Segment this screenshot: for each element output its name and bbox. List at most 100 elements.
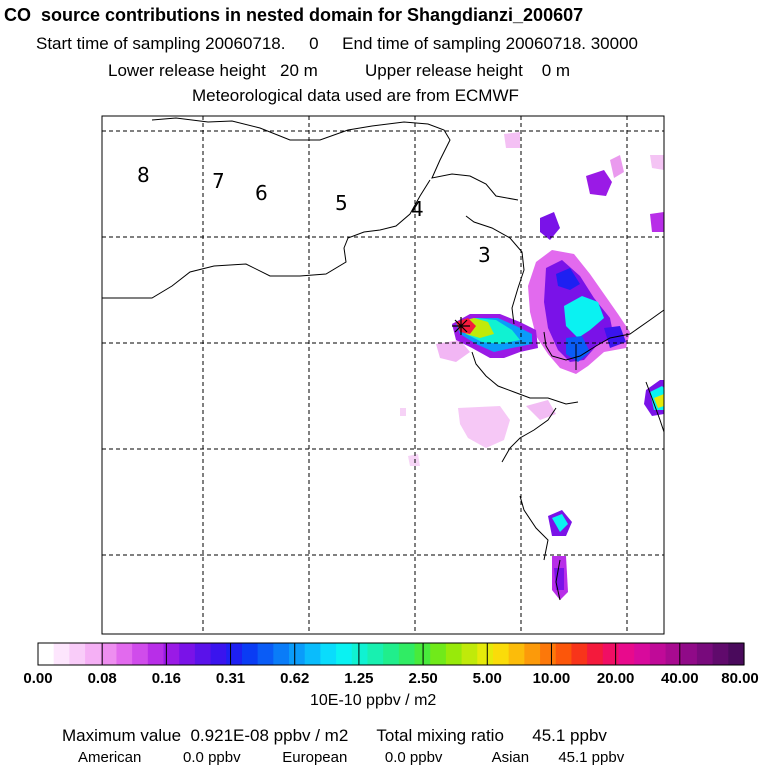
coastline-east-c — [645, 381, 665, 433]
colorbar-swatch — [398, 643, 416, 665]
coastlines — [102, 117, 665, 601]
zone-label: 6 — [255, 181, 268, 205]
colorbar-swatch — [524, 643, 541, 665]
european-label: European — [282, 749, 348, 766]
asian-label: Asian — [491, 749, 530, 766]
colorbar-swatch — [712, 643, 729, 665]
colorbar-swatch — [477, 643, 494, 665]
coastline-south-a — [555, 559, 561, 601]
colorbar-swatch — [587, 643, 604, 665]
colorbar-swatch — [367, 643, 384, 665]
colorbar-units: 10E-10 ppbv / m2 — [310, 692, 437, 709]
contour-eastern-plume-core — [556, 268, 580, 290]
colorbar-frame — [37, 642, 745, 666]
release-height-line: Lower release height 20 m Upper release … — [108, 61, 571, 80]
colorbar-swatch — [289, 643, 306, 665]
colorbar-swatch — [85, 643, 102, 665]
zone-label: 4 — [411, 197, 424, 221]
colorbar-swatch — [226, 643, 243, 665]
colorbar-swatch — [116, 643, 133, 665]
colorbar-swatch — [681, 643, 698, 665]
contour-purple-patch — [540, 212, 560, 240]
colorbar-swatch — [430, 643, 447, 665]
colorbar-swatch — [445, 643, 463, 665]
contour-faint-patch — [408, 454, 420, 466]
colorbar-swatch — [132, 643, 149, 665]
colorbar-swatch — [241, 643, 259, 665]
colorbar-swatch — [696, 643, 714, 665]
coastline-north-shore — [102, 179, 431, 299]
contour-faint-patch — [400, 408, 406, 416]
colorbar-swatch — [571, 643, 588, 665]
colorbar-swatch — [194, 643, 212, 665]
coastline-east-b — [519, 495, 549, 561]
map-frame — [101, 115, 665, 635]
colorbar-swatch — [336, 643, 353, 665]
colorbar — [37, 642, 745, 666]
zone-labels: 8 7 6 5 4 3 — [137, 163, 491, 267]
contour-faint-patch — [436, 340, 470, 362]
colorbar-swatch — [492, 643, 510, 665]
coastline-central — [465, 215, 525, 325]
coastline-north-border — [151, 117, 519, 201]
colorbar-swatch — [461, 643, 478, 665]
colorbar-tick-label: 2.50 — [408, 670, 438, 687]
colorbar-swatch — [540, 643, 557, 665]
contour-faint-patch — [610, 155, 624, 178]
colorbar-swatch — [163, 643, 180, 665]
colorbar-tick-label: 40.00 — [661, 670, 699, 687]
contour-faint-patch — [526, 400, 556, 420]
coastline-east-a — [501, 407, 557, 463]
colorbar-swatch — [649, 643, 667, 665]
colorbar-swatch — [634, 643, 651, 665]
contour-faint-patch — [458, 406, 510, 448]
colorbar-swatch — [555, 643, 573, 665]
colorbar-tick-label: 0.00 — [23, 670, 53, 687]
american-value: 0.0 ppbv — [183, 749, 241, 766]
sampling-time-line: Start time of sampling 20060718. 0 End t… — [36, 34, 638, 53]
regional-contributions: American 0.0 ppbv European 0.0 ppbv Asia… — [78, 749, 624, 766]
colorbar-tick-label: 0.08 — [87, 670, 117, 687]
colorbar-tick-label: 0.16 — [151, 670, 181, 687]
colorbar-swatch — [618, 643, 635, 665]
colorbar-swatch — [210, 643, 227, 665]
european-value: 0.0 ppbv — [384, 749, 443, 766]
contour-faint-patch — [504, 132, 520, 148]
colorbar-swatch — [728, 643, 745, 665]
colorbar-swatch — [351, 643, 369, 665]
coastline-bay — [471, 351, 579, 405]
colorbar-swatch — [53, 643, 70, 665]
contour-faint-patch — [650, 155, 664, 170]
colorbar-tick-label: 10.00 — [532, 670, 571, 687]
maximum-and-total-line: Maximum value 0.921E-08 ppbv / m2 Total … — [62, 726, 607, 746]
colorbar-tick-label: 0.62 — [280, 670, 310, 687]
asian-value: 45.1 ppbv — [558, 749, 625, 766]
colorbar-swatch — [304, 643, 321, 665]
american-label: American — [78, 749, 142, 766]
zone-label: 7 — [212, 169, 225, 193]
colorbar-swatch — [257, 643, 274, 665]
colorbar-swatch — [179, 643, 196, 665]
colorbar-swatch — [320, 643, 337, 665]
coastline-peninsula — [543, 309, 665, 361]
colorbar-swatch — [69, 643, 86, 665]
contour-purple-patch — [650, 212, 664, 232]
colorbar-swatch — [508, 643, 525, 665]
colorbar-swatch — [147, 643, 165, 665]
colorbar-swatch — [383, 643, 400, 665]
colorbar-tick-label: 80.00 — [721, 670, 759, 687]
contour-field — [400, 132, 664, 600]
contour-eastern-plume-peak — [564, 296, 604, 338]
grid — [102, 116, 664, 634]
zone-label: 8 — [137, 163, 150, 187]
colorbar-swatch — [273, 643, 290, 665]
colorbar-tick-label: 20.00 — [596, 670, 635, 687]
colorbar-tick-label: 1.25 — [344, 670, 374, 687]
zone-label: 3 — [478, 243, 491, 267]
colorbar-swatch — [38, 643, 55, 665]
receptor-marker — [452, 317, 470, 335]
zone-label: 5 — [335, 191, 348, 215]
meteorological-source-line: Meteorological data used are from ECMWF — [192, 86, 519, 105]
contour-south-patch-inner — [552, 514, 568, 532]
